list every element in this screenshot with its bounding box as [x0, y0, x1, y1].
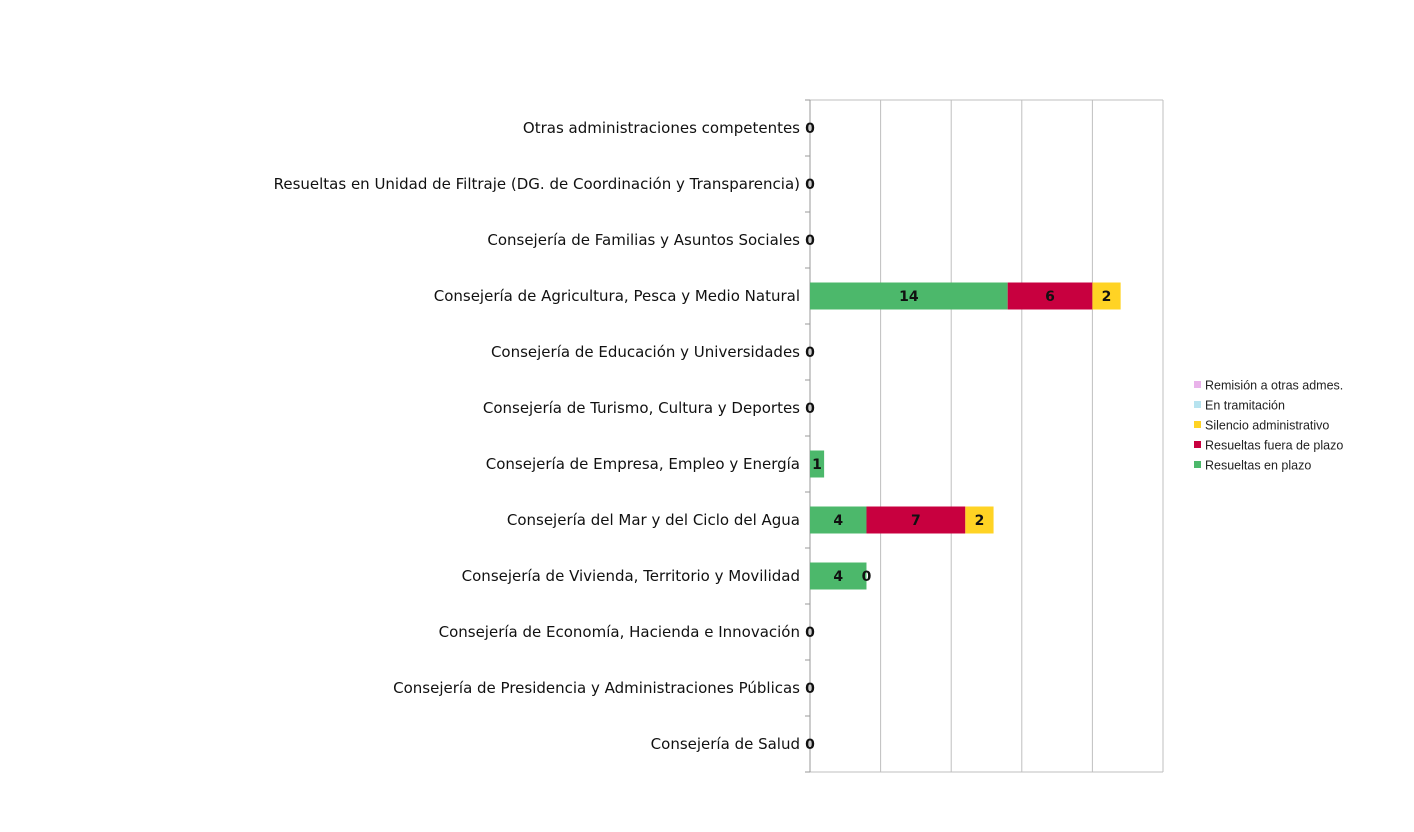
category-label: Otras administraciones competentes — [523, 119, 800, 137]
bar-segment — [810, 562, 867, 590]
category-label: Consejería de Presidencia y Administraci… — [393, 679, 800, 697]
legend-entry: Silencio administrativo — [1205, 419, 1329, 433]
data-label: 0 — [862, 569, 872, 585]
bar-segment — [810, 282, 1008, 310]
data-label: 4 — [833, 569, 843, 585]
legend-swatch — [1194, 401, 1201, 408]
bar-segment — [810, 506, 867, 534]
bar-segment — [1092, 282, 1121, 310]
bar-segment — [1007, 282, 1093, 310]
legend-entry: Remisión a otras admes. — [1205, 379, 1343, 393]
data-label: 6 — [1045, 289, 1055, 305]
category-label: Consejería de Vivienda, Territorio y Mov… — [462, 567, 800, 585]
data-label: 14 — [899, 289, 919, 305]
category-label: Consejería de Empresa, Empleo y Energía — [486, 455, 800, 473]
data-label: 7 — [911, 513, 921, 529]
data-label: 4 — [833, 513, 843, 529]
data-label: 0 — [805, 177, 815, 193]
data-label: 0 — [805, 681, 815, 697]
category-ticks — [805, 99, 811, 773]
bar-segment — [965, 506, 994, 534]
legend-swatch — [1194, 461, 1201, 468]
bar-segment — [866, 506, 966, 534]
category-label: Consejería del Mar y del Ciclo del Agua — [507, 511, 800, 529]
gridlines — [810, 99, 1164, 773]
legend-entry: Resueltas fuera de plazo — [1205, 439, 1343, 453]
category-label: Resueltas en Unidad de Filtraje (DG. de … — [274, 175, 800, 193]
legend-entry: Resueltas en plazo — [1205, 459, 1311, 473]
bars — [810, 282, 1121, 590]
data-label: 0 — [805, 737, 815, 753]
category-label: Consejería de Familias y Asuntos Sociale… — [487, 231, 800, 249]
legend-swatch — [1194, 381, 1201, 388]
category-label: Consejería de Turismo, Cultura y Deporte… — [483, 399, 800, 417]
legend-swatch — [1194, 421, 1201, 428]
category-label: Consejería de Economía, Hacienda e Innov… — [439, 623, 800, 641]
legend: Remisión a otras admes. En tramitación Sil… — [1194, 379, 1343, 473]
data-label: 2 — [1102, 289, 1112, 305]
category-label: Consejería de Educación y Universidades — [491, 343, 800, 361]
category-labels: Otras administraciones competentes Resuel… — [274, 119, 801, 753]
category-label: Consejería de Agricultura, Pesca y Medio… — [434, 287, 800, 305]
data-label: 2 — [975, 513, 985, 529]
bar-segment — [810, 450, 825, 478]
data-label: 0 — [805, 121, 815, 137]
data-label: 0 — [805, 345, 815, 361]
data-label: 1 — [812, 457, 822, 473]
legend-entry: En tramitación — [1205, 399, 1285, 413]
data-label: 0 — [805, 401, 815, 417]
data-label: 0 — [805, 233, 815, 249]
data-label: 0 — [805, 625, 815, 641]
legend-swatch — [1194, 441, 1201, 448]
category-label: Consejería de Salud — [651, 735, 800, 753]
